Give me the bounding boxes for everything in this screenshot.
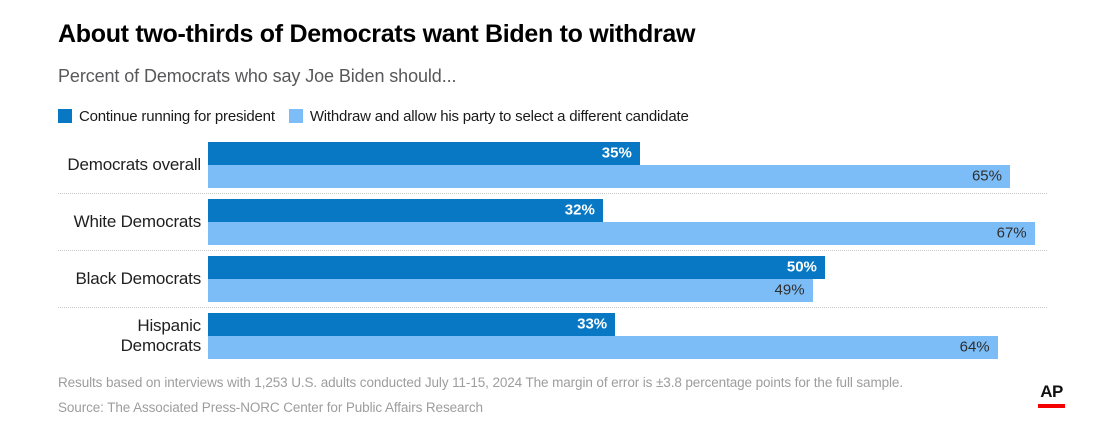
ap-logo-underline xyxy=(1038,404,1065,408)
ap-logo-text: AP xyxy=(1040,382,1063,401)
chart-group: Black Democrats 50% 49% xyxy=(58,255,1047,302)
bar-value-label: 33% xyxy=(577,315,608,333)
group-separator xyxy=(58,192,1047,194)
bar-value-label: 50% xyxy=(786,258,817,276)
legend-item-withdraw: Withdraw and allow his party to select a… xyxy=(288,107,689,125)
bar-value-label: 64% xyxy=(959,338,990,356)
ap-logo: AP xyxy=(1038,383,1065,408)
bar-withdraw: 67% xyxy=(208,221,1035,245)
legend-swatch-continue-icon xyxy=(58,109,72,124)
chart-group: White Democrats 32% 67% xyxy=(58,198,1047,245)
chart-legend: Continue running for president Withdraw … xyxy=(58,108,1047,125)
chart-group: Hispanic Democrats 33% 64% xyxy=(58,312,1047,359)
group-separator xyxy=(58,249,1047,251)
legend-label: Withdraw and allow his party to select a… xyxy=(309,107,689,125)
bar-value-label: 65% xyxy=(971,167,1002,185)
bar-withdraw: 64% xyxy=(208,335,998,359)
legend-swatch-withdraw-icon xyxy=(288,109,303,124)
bar-continue: 32% xyxy=(208,198,603,222)
legend-label: Continue running for president xyxy=(79,107,275,125)
legend-item-continue: Continue running for president xyxy=(58,108,275,125)
bar-value-label: 35% xyxy=(601,144,632,162)
page-title: About two-thirds of Democrats want Biden… xyxy=(58,20,696,48)
chart-group: Democrats overall 35% 65% xyxy=(58,141,1047,188)
bar-continue: 50% xyxy=(208,255,825,279)
bar-pair: 35% 65% xyxy=(208,141,1047,188)
chart-footnote: Results based on interviews with 1,253 U… xyxy=(58,374,903,390)
category-label: Hispanic Democrats xyxy=(120,315,202,355)
bar-continue: 35% xyxy=(208,141,640,165)
chart-subtitle: Percent of Democrats who say Joe Biden s… xyxy=(58,65,457,86)
bar-chart: Democrats overall 35% 65% White Democrats 32… xyxy=(58,141,1047,359)
category-label: Black Democrats xyxy=(75,268,202,288)
bar-pair: 33% 64% xyxy=(208,312,1047,359)
chart-source: Source: The Associated Press-NORC Center… xyxy=(58,399,483,415)
bar-pair: 32% 67% xyxy=(208,198,1047,245)
group-separator xyxy=(58,306,1047,308)
bar-withdraw: 49% xyxy=(208,278,813,302)
category-label: Democrats overall xyxy=(67,154,201,174)
bar-value-label: 67% xyxy=(996,224,1027,242)
bar-value-label: 32% xyxy=(564,201,595,219)
bar-continue: 33% xyxy=(208,312,616,336)
bar-value-label: 49% xyxy=(774,281,805,299)
bar-pair: 50% 49% xyxy=(208,255,1047,302)
category-label: White Democrats xyxy=(73,211,202,231)
bar-withdraw: 65% xyxy=(208,164,1010,188)
